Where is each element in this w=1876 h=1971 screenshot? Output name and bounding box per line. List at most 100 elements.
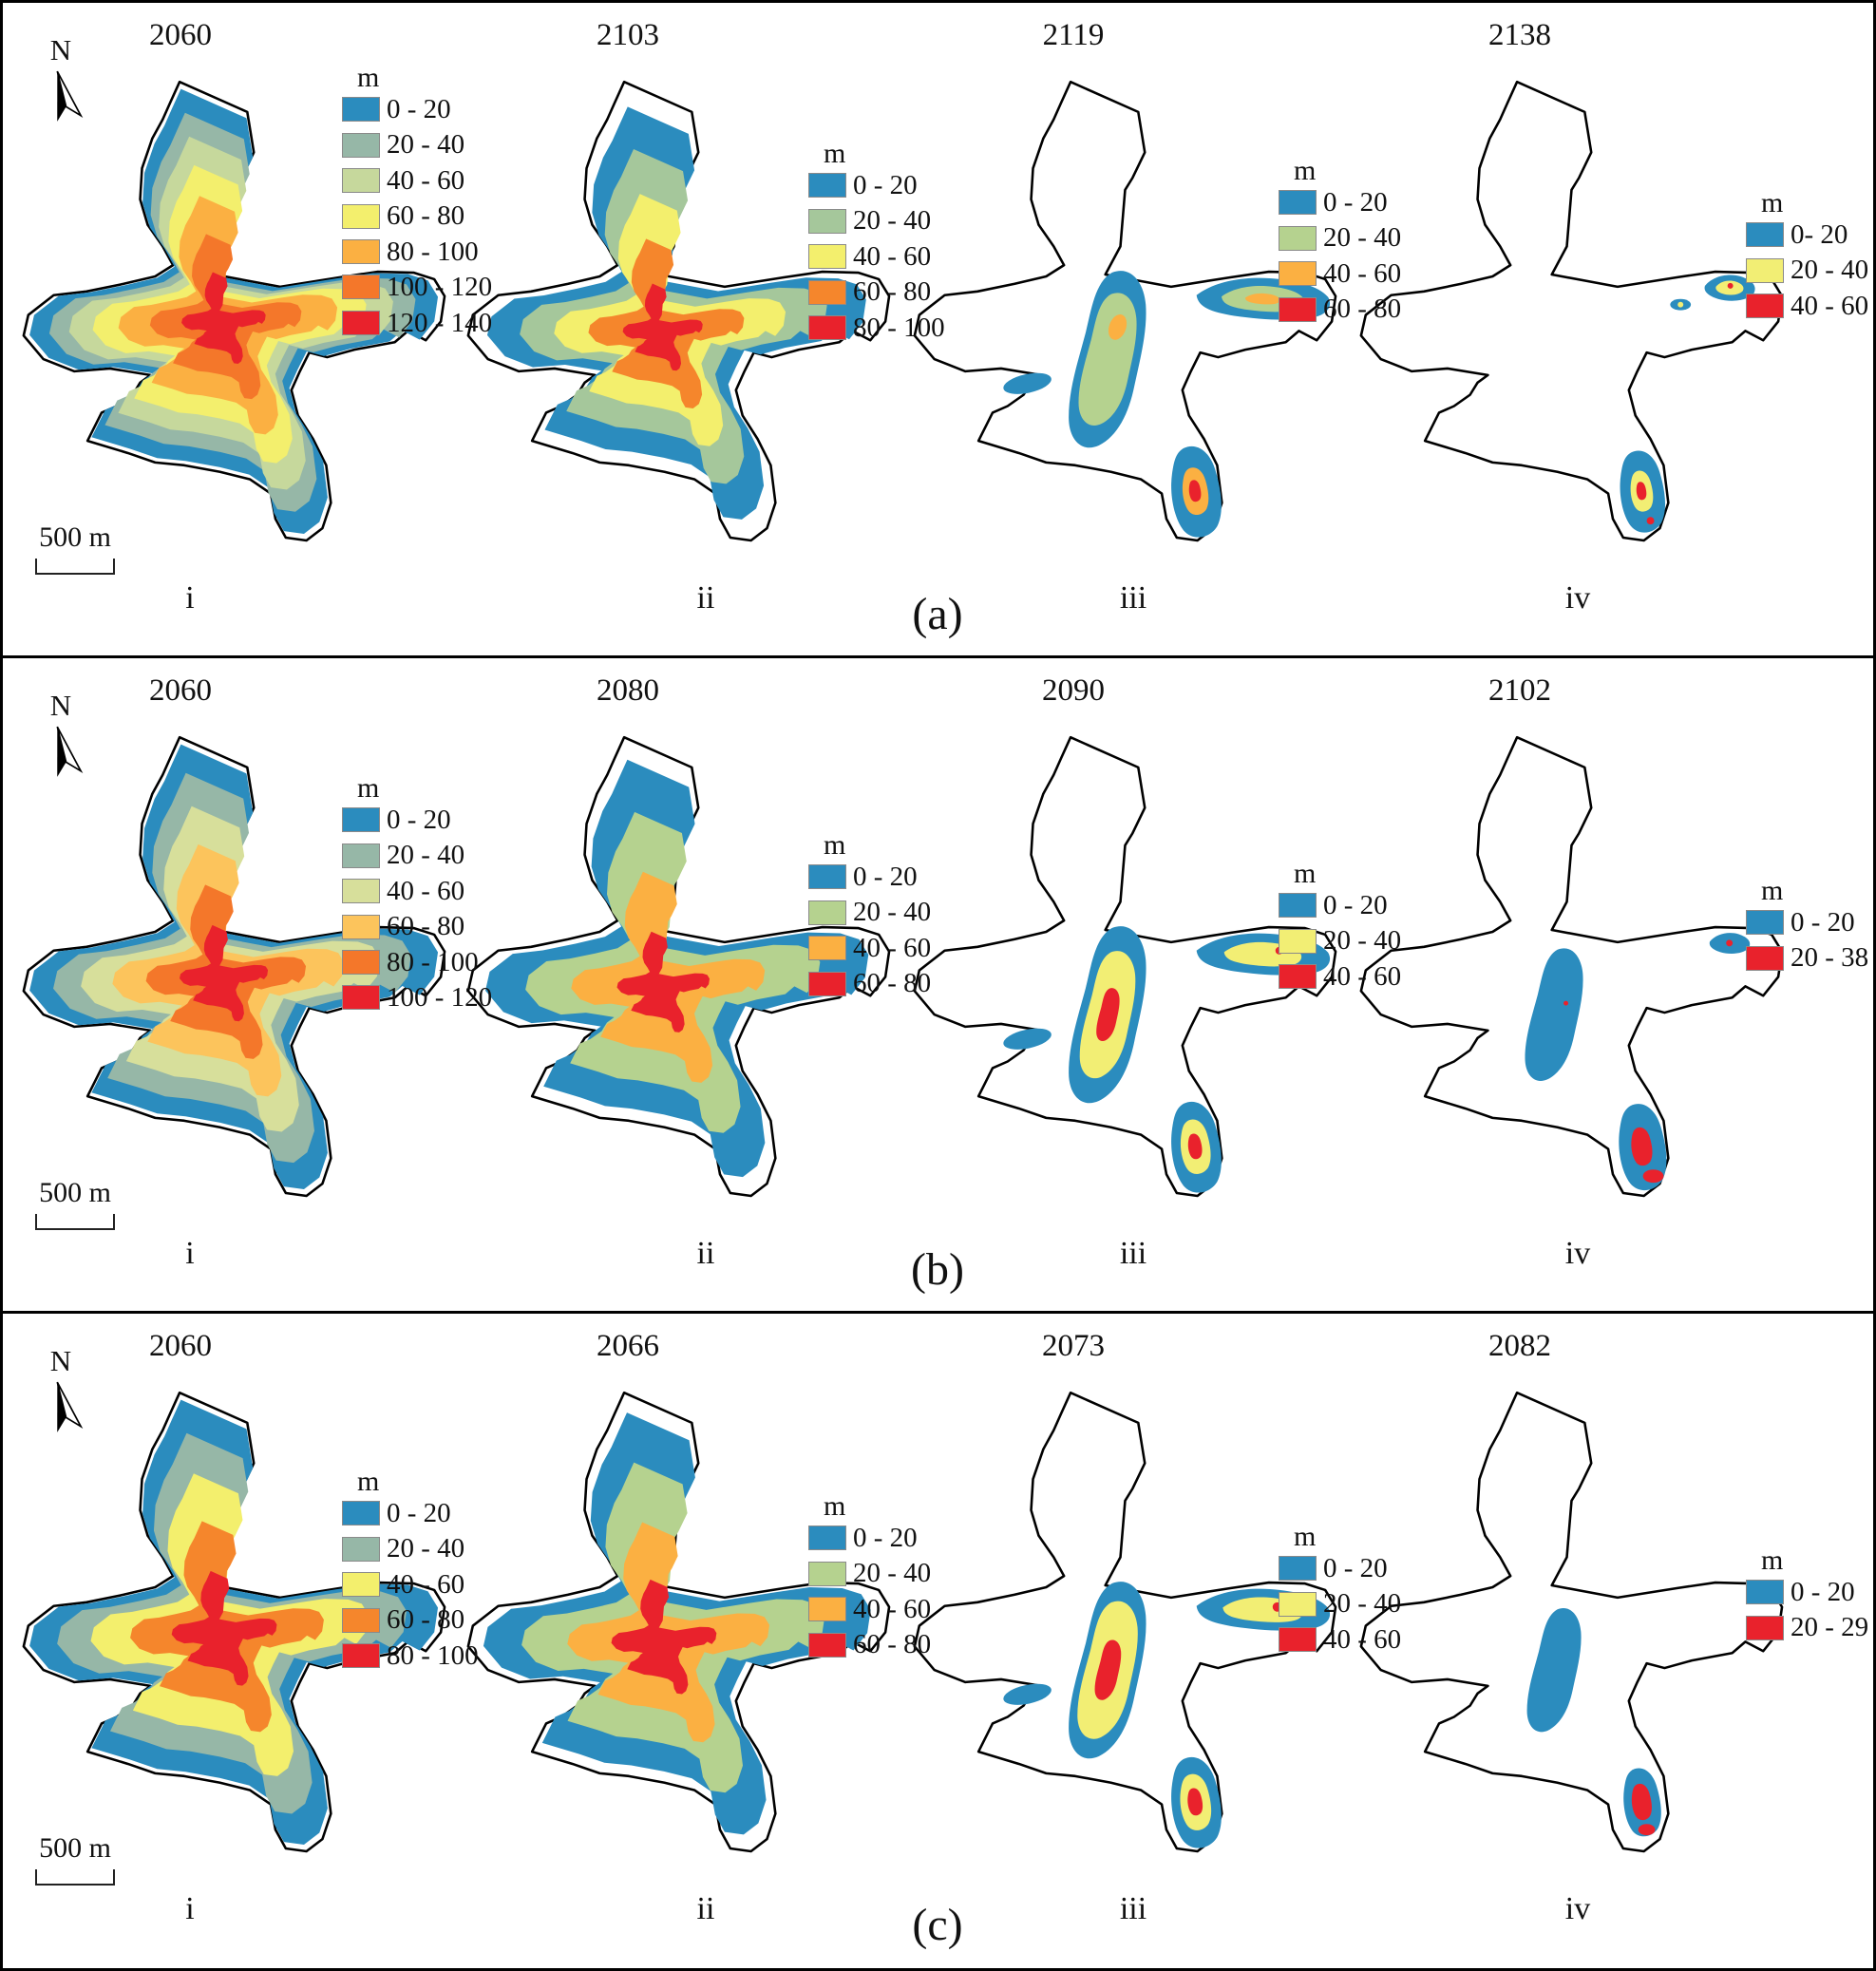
- north-label: N: [49, 33, 72, 66]
- legend: m 0 - 20 20 - 40: [342, 1466, 479, 1677]
- legend-swatch: [1746, 910, 1784, 936]
- legend-unit: m: [824, 138, 846, 169]
- legend-label: 20 - 40: [853, 205, 932, 237]
- legend-item: 20 - 40: [342, 129, 492, 161]
- legend-item: 0 - 20: [1279, 891, 1401, 919]
- thickness-zone: [1677, 301, 1684, 308]
- legend: m 0 - 20 20 - 29: [1746, 1545, 1868, 1649]
- panel-year: 2073: [1042, 1329, 1105, 1363]
- legend-item: 60 - 80: [808, 277, 945, 307]
- scale-bar: 500 m: [28, 1177, 123, 1230]
- legend-label: 60 - 80: [1323, 294, 1402, 325]
- ice-patch-southwest: [1003, 1683, 1052, 1705]
- row-a: N 500 m 2060: [3, 3, 1873, 658]
- legend-label: 20 - 38: [1791, 942, 1869, 974]
- legend-unit: m: [357, 62, 380, 93]
- legend-label: 20 - 40: [387, 129, 465, 161]
- legend-label: 0 - 20: [1791, 907, 1855, 938]
- legend-item: 60 - 80: [808, 969, 931, 998]
- legend-label: 40 - 60: [387, 164, 465, 196]
- legend-item: 0 - 20: [1279, 1554, 1401, 1582]
- legend-item: 20 - 40: [808, 205, 945, 237]
- panel-index: iv: [1564, 1891, 1591, 1926]
- legend-items: 0 - 20 20 - 40 40 - 60: [808, 1524, 931, 1659]
- legend-label: 20 - 40: [853, 897, 932, 928]
- legend: m 0 - 20 20 - 40: [1279, 858, 1401, 997]
- legend-swatch: [1279, 893, 1317, 919]
- legend-item: 0 - 20: [808, 1524, 931, 1552]
- legend-item: 0 - 20: [1279, 188, 1401, 217]
- scale-bar-bracket: [35, 1869, 115, 1886]
- north-label: N: [49, 1344, 72, 1377]
- legend: m 0 - 20 20 - 40: [808, 1490, 931, 1666]
- legend-swatch: [342, 879, 380, 904]
- legend-label: 40 - 60: [853, 1593, 932, 1624]
- legend-label: 0 - 20: [1323, 1553, 1388, 1583]
- legend-item: 60 - 80: [1279, 294, 1402, 325]
- legend-unit: m: [824, 829, 846, 861]
- legend-items: 0 - 20 20 - 40 40 - 60: [1279, 1554, 1401, 1654]
- thickness-zone: [1726, 939, 1734, 947]
- legend-item: 0 - 20: [808, 171, 945, 199]
- panel-index: i: [185, 1236, 195, 1271]
- panel-year: 2103: [597, 18, 659, 52]
- legend-swatch: [808, 971, 846, 996]
- legend-swatch: [808, 314, 846, 340]
- legend-swatch: [342, 310, 380, 335]
- panel-b-iv: 2102 m 0 - 20: [3, 658, 1873, 1311]
- legend-swatch: [808, 279, 846, 305]
- legend-label: 100 - 120: [387, 982, 493, 1014]
- panel-index: iv: [1564, 580, 1591, 616]
- legend-items: 0 - 20 20 - 40 40 - 60: [808, 171, 945, 342]
- panel-index: iii: [1119, 1236, 1147, 1271]
- panel-index: iv: [1564, 1236, 1591, 1271]
- thickness-map: [913, 80, 1337, 542]
- legend-label: 20 - 40: [1323, 1588, 1402, 1620]
- legend-label: 60 - 80: [387, 911, 465, 942]
- legend-label: 80 - 100: [387, 1639, 479, 1671]
- panel-year: 2060: [149, 18, 212, 52]
- legend-item: 20 - 40: [808, 897, 932, 928]
- scale-bar-bracket: [35, 559, 115, 575]
- legend-item: 40 - 60: [342, 876, 492, 905]
- legend-swatch: [808, 900, 846, 925]
- legend-item: 0 - 20: [1746, 1578, 1868, 1606]
- legend-items: 0 - 20 20 - 40 40 - 60: [1279, 891, 1401, 991]
- legend-label: 100 - 120: [387, 272, 493, 303]
- thickness-map: [1359, 735, 1784, 1198]
- thickness-zone: [1727, 282, 1734, 289]
- scale-bar-label: 500 m: [39, 521, 111, 553]
- legend-label: 40 - 60: [1323, 960, 1402, 992]
- legend-swatch: [808, 1561, 846, 1586]
- panel-year: 2060: [149, 673, 212, 708]
- legend-swatch: [808, 208, 846, 234]
- legend-items: 0 - 20 20 - 38: [1746, 908, 1868, 973]
- legend-item: 20 - 40: [1746, 256, 1868, 285]
- legend-label: 40 - 60: [1323, 1623, 1402, 1655]
- legend-unit: m: [1761, 875, 1784, 906]
- legend-item: 120 - 140: [342, 308, 492, 337]
- legend-item: 20 - 40: [808, 1559, 931, 1588]
- legend-swatch: [1279, 928, 1317, 954]
- legend-item: 40 - 60: [1279, 258, 1401, 288]
- panel-index: ii: [696, 1891, 715, 1926]
- legend-label: 0 - 20: [387, 805, 451, 835]
- legend-unit: m: [824, 1490, 846, 1522]
- legend-items: 0- 20 20 - 40 40 - 60: [1746, 220, 1868, 320]
- legend-swatch: [1746, 1615, 1784, 1640]
- north-indicator: N: [33, 691, 94, 787]
- legend-item: 80 - 100: [342, 947, 492, 976]
- north-label: N: [49, 689, 72, 722]
- panel-c-iv: 2082 m 0 - 20: [3, 1314, 1873, 1968]
- legend-label: 0 - 20: [387, 1498, 451, 1528]
- legend-label: 40 - 60: [1791, 290, 1869, 321]
- legend-items: 0 - 20 20 - 40 40 - 60: [808, 862, 931, 998]
- legend-swatch: [342, 807, 380, 833]
- legend-label: 40 - 60: [853, 240, 932, 272]
- legend-swatch: [1746, 945, 1784, 971]
- legend-swatch: [1279, 261, 1317, 287]
- legend-label: 20 - 40: [1323, 925, 1402, 957]
- legend-label: 80 - 100: [387, 236, 479, 267]
- panel-a-ii: 2103 m 0 - 20: [3, 3, 1873, 655]
